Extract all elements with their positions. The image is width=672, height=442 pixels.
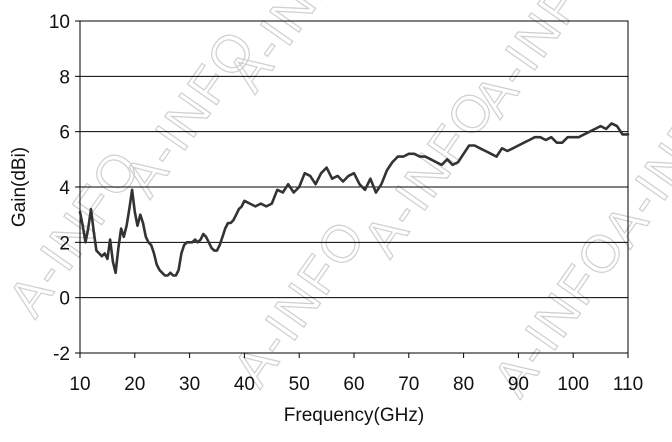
y-tick-label: -2 [53,344,70,365]
y-tick-label: 8 [59,67,70,88]
x-axis-title: Frequency(GHz) [284,405,424,426]
y-tick-label: 4 [59,178,70,199]
y-axis-title: Gain(dBi) [9,147,30,227]
axis-layer [75,20,629,358]
y-tick-label: 2 [59,233,70,254]
y-tick-label: 10 [49,12,70,33]
x-tick-label: 30 [179,374,200,395]
watermark-text: A-INFO [462,0,617,127]
watermark-layer: A-INFO A-INFO A-INFO A-INFO A-INFO A-INF… [0,0,672,407]
x-tick-label: 100 [557,374,589,395]
x-tick-label: 90 [508,374,529,395]
tick-label-layer: -2 0 2 4 6 8 10 10 20 30 40 50 60 70 80 90 100 110 [49,12,643,395]
y-tick-label: 0 [59,289,70,310]
grid-layer [80,75,628,299]
x-tick-label: 10 [69,374,90,395]
x-tick-label: 50 [289,374,310,395]
x-tick-label: 70 [398,374,419,395]
x-tick-label: 60 [343,374,364,395]
x-tick-label: 110 [613,374,643,395]
x-tick-label: 20 [124,374,145,395]
watermark-text: A-INFO [592,69,672,256]
y-tick-label: 6 [59,123,70,144]
x-tick-label: 40 [234,374,255,395]
watermark-text: A-INFO [222,209,377,396]
gain-series-line [78,122,630,277]
x-tick-label: 80 [453,374,474,395]
series-layer [78,122,630,277]
